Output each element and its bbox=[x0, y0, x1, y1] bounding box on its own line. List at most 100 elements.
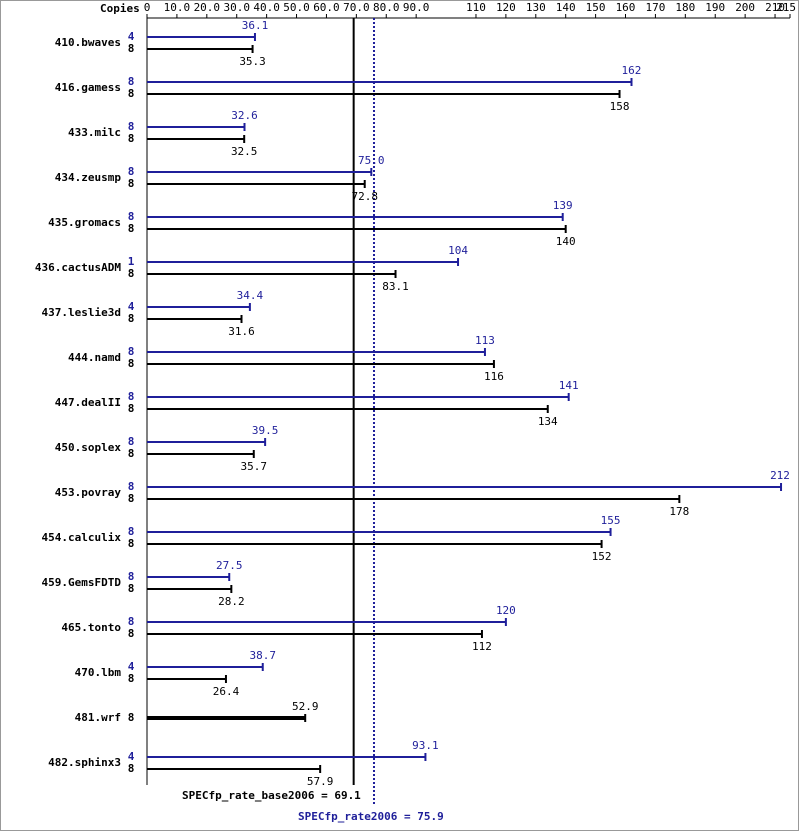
copies-label: 8 bbox=[128, 492, 135, 505]
value-label: 83.1 bbox=[382, 280, 409, 293]
value-label: 26.4 bbox=[213, 685, 240, 698]
benchmark-label: 482.sphinx3 bbox=[48, 756, 121, 769]
copies-label: 1 bbox=[128, 255, 135, 268]
copies-label: 8 bbox=[128, 312, 135, 325]
copies-label: 8 bbox=[128, 210, 135, 223]
value-label: 155 bbox=[601, 514, 621, 527]
value-label: 75.0 bbox=[358, 154, 385, 167]
value-label: 57.9 bbox=[307, 775, 334, 788]
benchmark-label: 481.wrf bbox=[75, 711, 121, 724]
value-label: 36.1 bbox=[242, 19, 269, 32]
value-label: 152 bbox=[592, 550, 612, 563]
value-label: 35.7 bbox=[241, 460, 268, 473]
x-tick-label: 170 bbox=[645, 1, 665, 14]
x-tick-label: 130 bbox=[526, 1, 546, 14]
benchmark-label: 459.GemsFDTD bbox=[42, 576, 122, 589]
x-tick-label: 40.0 bbox=[253, 1, 280, 14]
value-label: 162 bbox=[622, 64, 642, 77]
benchmark-label: 437.leslie3d bbox=[42, 306, 121, 319]
x-tick-label: 120 bbox=[496, 1, 516, 14]
benchmark-label: 444.namd bbox=[68, 351, 121, 364]
value-label: 31.6 bbox=[228, 325, 255, 338]
benchmark-label: 465.tonto bbox=[61, 621, 121, 634]
x-tick-label: 0 bbox=[144, 1, 151, 14]
value-label: 93.1 bbox=[412, 739, 439, 752]
value-label: 134 bbox=[538, 415, 558, 428]
value-label: 27.5 bbox=[216, 559, 243, 572]
benchmark-label: 447.dealII bbox=[55, 396, 121, 409]
value-label: 52.9 bbox=[292, 700, 319, 713]
copies-label: 8 bbox=[128, 435, 135, 448]
copies-label: 4 bbox=[128, 300, 135, 313]
value-label: 141 bbox=[559, 379, 579, 392]
copies-label: 8 bbox=[128, 177, 135, 190]
copies-label: 8 bbox=[128, 75, 135, 88]
copies-label: 4 bbox=[128, 660, 135, 673]
value-label: 32.5 bbox=[231, 145, 258, 158]
copies-label: 8 bbox=[128, 627, 135, 640]
benchmark-label: 435.gromacs bbox=[48, 216, 121, 229]
copies-header: Copies bbox=[100, 2, 140, 15]
value-label: 113 bbox=[475, 334, 495, 347]
copies-label: 4 bbox=[128, 750, 135, 763]
copies-label: 8 bbox=[128, 42, 135, 55]
value-label: 32.6 bbox=[231, 109, 258, 122]
peak-summary-label: SPECfp_rate2006 = 75.9 bbox=[298, 810, 444, 823]
copies-label: 8 bbox=[128, 120, 135, 133]
copies-label: 8 bbox=[128, 222, 135, 235]
benchmark-label: 453.povray bbox=[55, 486, 122, 499]
copies-label: 4 bbox=[128, 30, 135, 43]
x-tick-label: 200 bbox=[735, 1, 755, 14]
value-label: 112 bbox=[472, 640, 492, 653]
copies-label: 8 bbox=[128, 390, 135, 403]
benchmark-label: 433.milc bbox=[68, 126, 121, 139]
x-tick-label: 190 bbox=[705, 1, 725, 14]
benchmark-label: 434.zeusmp bbox=[55, 171, 122, 184]
benchmark-label: 470.lbm bbox=[75, 666, 122, 679]
x-tick-label: 10.0 bbox=[164, 1, 191, 14]
x-tick-label: 215 bbox=[776, 1, 796, 14]
value-label: 104 bbox=[448, 244, 468, 257]
copies-label: 8 bbox=[128, 615, 135, 628]
copies-label: 8 bbox=[128, 570, 135, 583]
x-tick-label: 90.0 bbox=[403, 1, 430, 14]
x-tick-label: 30.0 bbox=[223, 1, 250, 14]
copies-label: 8 bbox=[128, 132, 135, 145]
value-label: 212 bbox=[770, 469, 790, 482]
value-label: 140 bbox=[556, 235, 576, 248]
copies-label: 8 bbox=[128, 672, 135, 685]
benchmark-label: 454.calculix bbox=[42, 531, 122, 544]
value-label: 178 bbox=[669, 505, 689, 518]
value-label: 72.8 bbox=[351, 190, 378, 203]
x-tick-label: 160 bbox=[616, 1, 636, 14]
value-label: 35.3 bbox=[239, 55, 266, 68]
value-label: 116 bbox=[484, 370, 504, 383]
copies-label: 8 bbox=[128, 267, 135, 280]
x-tick-label: 110 bbox=[466, 1, 486, 14]
copies-label: 8 bbox=[128, 537, 135, 550]
x-tick-label: 150 bbox=[586, 1, 606, 14]
value-label: 39.5 bbox=[252, 424, 279, 437]
value-label: 34.4 bbox=[237, 289, 264, 302]
copies-label: 8 bbox=[128, 480, 135, 493]
copies-label: 8 bbox=[128, 762, 135, 775]
copies-label: 8 bbox=[128, 711, 135, 724]
value-label: 28.2 bbox=[218, 595, 245, 608]
copies-label: 8 bbox=[128, 402, 135, 415]
copies-label: 8 bbox=[128, 357, 135, 370]
x-tick-label: 80.0 bbox=[373, 1, 400, 14]
value-label: 158 bbox=[610, 100, 630, 113]
x-tick-label: 70.0 bbox=[343, 1, 370, 14]
copies-label: 8 bbox=[128, 87, 135, 100]
value-label: 120 bbox=[496, 604, 516, 617]
base-summary-label: SPECfp_rate_base2006 = 69.1 bbox=[182, 789, 361, 802]
x-tick-label: 210 bbox=[765, 1, 785, 14]
x-tick-label: 50.0 bbox=[283, 1, 310, 14]
copies-label: 8 bbox=[128, 165, 135, 178]
copies-label: 8 bbox=[128, 447, 135, 460]
x-tick-label: 140 bbox=[556, 1, 576, 14]
benchmark-label: 416.gamess bbox=[55, 81, 121, 94]
value-label: 38.7 bbox=[249, 649, 276, 662]
benchmark-label: 410.bwaves bbox=[55, 36, 121, 49]
